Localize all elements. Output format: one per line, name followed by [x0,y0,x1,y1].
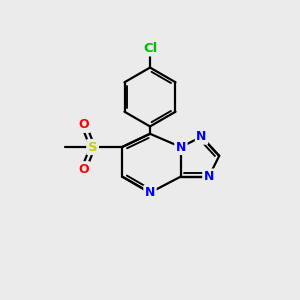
Text: Cl: Cl [143,42,157,55]
Text: O: O [78,163,89,176]
Text: N: N [145,186,155,199]
Text: N: N [196,130,207,143]
Text: N: N [176,141,186,154]
Text: O: O [78,118,89,131]
Text: N: N [204,170,214,183]
Text: S: S [88,141,98,154]
